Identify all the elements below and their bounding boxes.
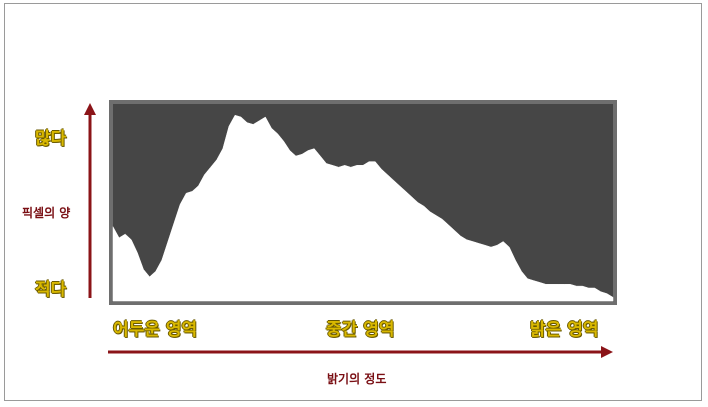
label-mid-area: 중간 영역 — [326, 320, 395, 340]
label-brightness: 밝기의 정도 — [327, 372, 387, 386]
label-few: 적다 — [35, 280, 67, 300]
label-many: 많다 — [35, 129, 67, 149]
histogram-area — [112, 114, 614, 302]
label-bright-area: 밝은 영역 — [530, 320, 599, 340]
label-pixel-amount: 픽셀의 양 — [22, 206, 71, 220]
label-dark-area: 어두운 영역 — [113, 320, 198, 340]
